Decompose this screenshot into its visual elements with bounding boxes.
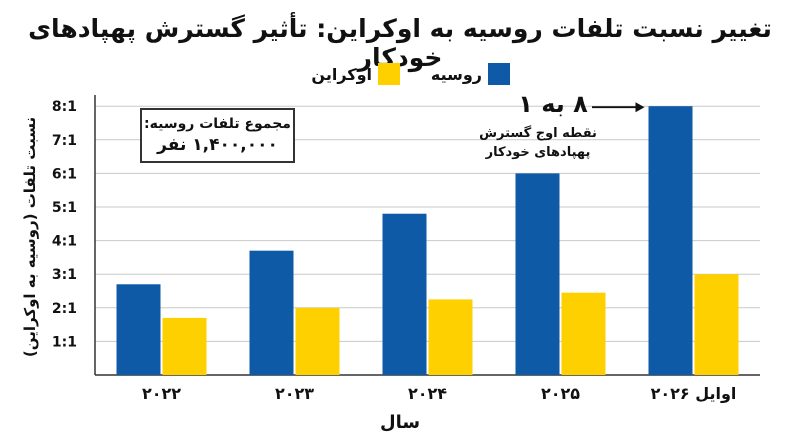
x-tick-label: ۲۰۲۳	[275, 384, 314, 403]
x-tick-label: ۲۰۲۵	[541, 384, 580, 403]
bar-ukraine	[295, 307, 340, 375]
y-tick-label: 8:1	[52, 99, 77, 115]
x-tick-label: اوایل ۲۰۲۶	[651, 384, 737, 403]
bar-russia	[249, 250, 294, 375]
bar-ukraine	[694, 274, 739, 375]
y-tick-label: 6:1	[52, 166, 77, 182]
peak-note-line1: نقطه اوج گسترش	[479, 126, 597, 141]
bar-ukraine	[561, 292, 606, 375]
bar-ukraine	[162, 317, 207, 375]
legend-item-russia: روسیه	[431, 62, 510, 86]
y-tick-label: 3:1	[52, 267, 77, 283]
y-tick-label: 7:1	[52, 133, 77, 149]
x-axis-label: سال	[379, 412, 421, 433]
bar-russia	[515, 173, 560, 375]
peak-value-label: ۸ به ۱	[518, 90, 588, 118]
y-tick-label: 1:1	[52, 334, 77, 350]
legend-label-ukraine: اوکراین	[311, 64, 372, 84]
bar-russia	[382, 213, 427, 375]
x-tick-label: ۲۰۲۴	[408, 384, 447, 403]
total-losses-box: مجموع تلفات روسیه: ۱,۴۰۰,۰۰۰ نفر	[140, 108, 295, 163]
x-tick-label: ۲۰۲۲	[142, 384, 181, 403]
bar-russia	[648, 106, 693, 375]
total-losses-label: مجموع تلفات روسیه:	[144, 116, 291, 132]
legend-swatch-russia	[488, 63, 510, 85]
peak-note: نقطه اوج گسترش پهپادهای خودکار	[458, 124, 618, 162]
y-tick-label: 4:1	[52, 234, 77, 250]
legend: روسیه اوکراین	[311, 62, 510, 86]
peak-arrow-head	[635, 102, 645, 113]
y-tick-label: 5:1	[52, 200, 77, 216]
legend-label-russia: روسیه	[430, 64, 482, 84]
bar-russia	[116, 284, 161, 375]
peak-note-line2: پهپادهای خودکار	[485, 145, 591, 160]
bar-ukraine	[428, 299, 473, 375]
total-losses-value: ۱,۴۰۰,۰۰۰ نفر	[157, 135, 278, 155]
chart-title: تغییر نسبت تلفات روسیه به اوکراین: تأثیر…	[28, 14, 772, 72]
legend-swatch-ukraine	[378, 63, 400, 85]
y-tick-label: 2:1	[52, 301, 77, 317]
legend-item-ukraine: اوکراین	[311, 62, 400, 86]
